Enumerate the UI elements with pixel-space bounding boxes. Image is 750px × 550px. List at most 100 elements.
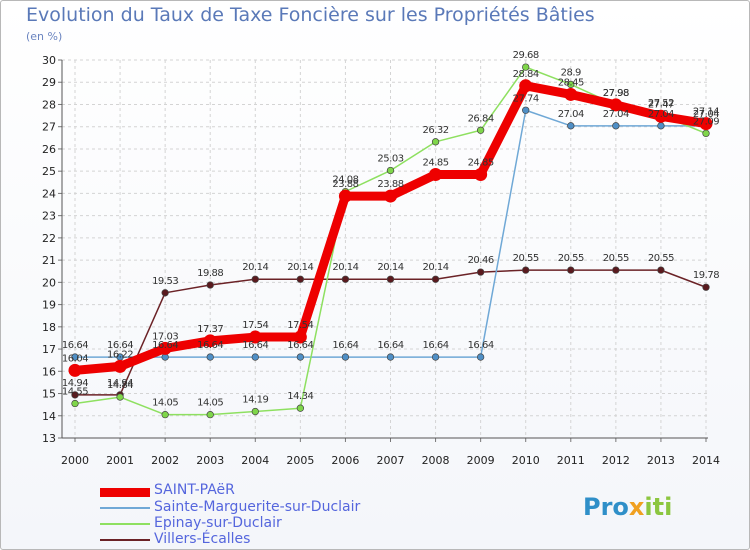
y-tick-label: 30 [42,54,56,67]
data-label: 27.98 [603,88,629,99]
data-label: 16.64 [287,340,313,351]
data-point [248,330,262,344]
x-tick-label: 2006 [331,454,359,467]
x-tick-label: 2014 [692,454,720,467]
data-point [522,106,530,114]
data-label: 17.37 [197,324,223,335]
data-point [206,411,214,419]
data-label: 16.64 [152,340,178,351]
legend-swatch-villers [100,539,150,541]
data-point [567,122,575,130]
data-point [113,359,127,373]
y-axis-unit: (en %) [26,30,63,43]
x-tick-label: 2008 [422,454,450,467]
data-point [564,87,578,101]
data-point [341,353,350,361]
x-tick-label: 2009 [467,454,495,467]
data-label: 19.88 [197,268,223,279]
data-label: 27.98 [603,88,629,99]
data-point [341,275,350,283]
data-label: 20.14 [332,262,358,273]
data-label: 16.64 [62,340,88,351]
data-point [476,126,485,134]
data-point [116,393,124,401]
y-tick-label: 23 [42,210,56,223]
data-point [476,353,485,361]
y-tick-label: 21 [42,254,56,267]
y-tick-label: 19 [42,299,56,312]
data-point [71,399,79,408]
data-label: 20.14 [423,262,449,273]
data-point [612,122,620,130]
data-label: 28.84 [513,69,539,80]
y-tick-label: 16 [42,365,56,378]
data-label: 16.04 [62,353,88,364]
x-tick-label: 2007 [377,454,405,467]
data-point [296,353,305,361]
x-tick-label: 2010 [512,454,540,467]
data-label: 27.04 [648,109,674,120]
y-tick-label: 29 [42,76,56,89]
data-point [161,289,169,297]
data-point [657,122,665,130]
data-point [293,330,307,344]
data-label: 20.46 [468,255,494,266]
data-label: 27.04 [603,109,629,120]
data-point [206,281,214,289]
data-point [251,407,259,416]
data-label: 16.64 [423,340,449,351]
axes: 13 14 15 16 17 18 19 20 21 22 23 24 25 26 27 28 29 30 2000… [42,54,720,467]
chart-title: Evolution du Taux de Taxe Foncière sur l… [26,4,595,26]
x-tick-label: 2012 [602,454,630,467]
y-tick-label: 26 [42,143,56,156]
data-label: 16.64 [377,340,403,351]
y-tick-label: 17 [42,343,56,356]
data-label: 27.04 [558,109,584,120]
data-label: 26.32 [423,125,449,136]
x-tick-label: 2002 [151,454,179,467]
data-point [161,411,169,419]
data-point [429,168,443,182]
data-point [474,168,488,182]
data-point [612,266,620,274]
data-label: 27.04 [693,109,719,120]
data-label: 20.55 [648,253,674,264]
data-label: 27.14 [693,107,719,118]
data-point [431,138,440,146]
data-labels: 16.04 16.22 17.03 17.37 17.54 17.54 23.88 23.88… [62,50,720,409]
data-point [519,79,533,93]
data-label: 27.47 [648,99,674,110]
data-point [386,353,395,361]
data-label: 14.05 [197,398,223,409]
data-point [384,189,397,203]
data-label: 17.54 [287,320,313,331]
y-tick-label: 14 [42,410,56,423]
data-label: 17.54 [242,320,268,331]
y-tick-label: 28 [42,98,56,111]
y-tick-label: 27 [42,121,56,134]
data-label: 25.03 [377,154,403,165]
data-label: 19.53 [152,276,178,287]
data-point [431,353,440,361]
data-label: 16.64 [332,340,358,351]
data-label: 16.64 [197,340,223,351]
data-label: 29.68 [513,50,539,61]
data-point [702,129,710,138]
legend-swatch-saint-paer [100,488,150,497]
x-tick-label: 2003 [196,454,224,467]
data-label: 14.05 [152,398,178,409]
data-point [657,266,665,274]
data-label: 16.64 [468,340,494,351]
data-label: 14.94 [107,378,133,389]
data-label: 14.84 [107,380,133,391]
data-point [203,334,217,348]
data-point [522,266,530,274]
data-label: 14.19 [242,395,268,406]
data-label: 23.88 [377,179,403,190]
legend-swatch-epinay [100,523,150,525]
data-label: 26.84 [468,113,494,124]
data-point [699,117,713,131]
data-label: 14.34 [287,391,313,402]
